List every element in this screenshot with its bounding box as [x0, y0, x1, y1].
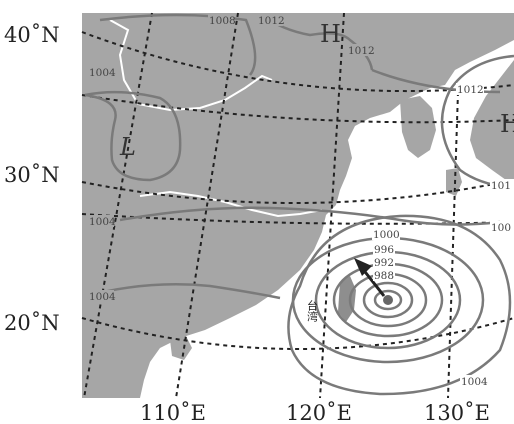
- lat-label-20n: 20˚N: [4, 311, 60, 335]
- lon-label-110e: 110˚E: [140, 401, 206, 424]
- land-korea: [400, 96, 436, 158]
- high-pressure-north: H: [320, 20, 341, 48]
- taiwan-label: 台湾: [306, 299, 319, 323]
- land-hainan: [170, 336, 192, 360]
- land-japan: [470, 60, 514, 184]
- lon-label-120e: 120˚E: [286, 401, 352, 424]
- meridian-105e: [83, 12, 153, 399]
- label-1012-h: 1012: [348, 45, 375, 57]
- isobar-1004-west: [84, 90, 182, 182]
- high-pressure-east: H: [500, 110, 514, 138]
- label-996: 996: [374, 244, 394, 256]
- river-yangtze: [139, 190, 323, 218]
- label-1012-north: 1012: [258, 15, 285, 27]
- lat-label-30n: 30˚N: [4, 163, 60, 187]
- isobar-1004-se: [287, 214, 512, 396]
- land-taiwan: [338, 276, 356, 322]
- typhoon-arrow-head: [354, 258, 372, 276]
- label-988: 988: [374, 270, 394, 282]
- label-1000: 1000: [373, 229, 400, 241]
- label-101-east: 101: [491, 180, 511, 192]
- label-992: 992: [374, 257, 394, 269]
- land-kyushu: [446, 168, 462, 196]
- low-pressure-west: L: [119, 133, 136, 161]
- label-1004-west: 1004: [89, 67, 116, 79]
- parallel-30n: [81, 179, 514, 204]
- label-1004-se: 1004: [461, 376, 488, 388]
- isobar-typhoon-980: [373, 289, 403, 311]
- meridian-110e: [175, 12, 239, 399]
- meridian-130e: [447, 91, 459, 399]
- label-1012-east: 1012: [457, 84, 484, 96]
- typhoon-center: [383, 295, 393, 305]
- isobar-typhoon-984: [362, 281, 414, 319]
- typhoon-track-arrow: [360, 267, 386, 297]
- parallel-20n: [81, 317, 514, 350]
- label-1008: 1008: [209, 15, 236, 27]
- label-1004-mid: 1004: [89, 216, 116, 228]
- lat-label-40n: 40˚N: [4, 23, 60, 47]
- meridian-120e: [319, 12, 345, 399]
- label-100-east: 100: [491, 222, 511, 234]
- isobar-high-east: [440, 54, 514, 190]
- isobar-1004-mid: [119, 206, 501, 226]
- lon-label-130e: 130˚E: [424, 401, 490, 424]
- label-1004-south: 1004: [89, 291, 116, 303]
- isobar-labels: 1008 1012 1012 1012 1004 1004 1004 1004 …: [88, 14, 514, 388]
- parallel-35n: [81, 94, 514, 124]
- isobar-1004-south: [89, 283, 281, 300]
